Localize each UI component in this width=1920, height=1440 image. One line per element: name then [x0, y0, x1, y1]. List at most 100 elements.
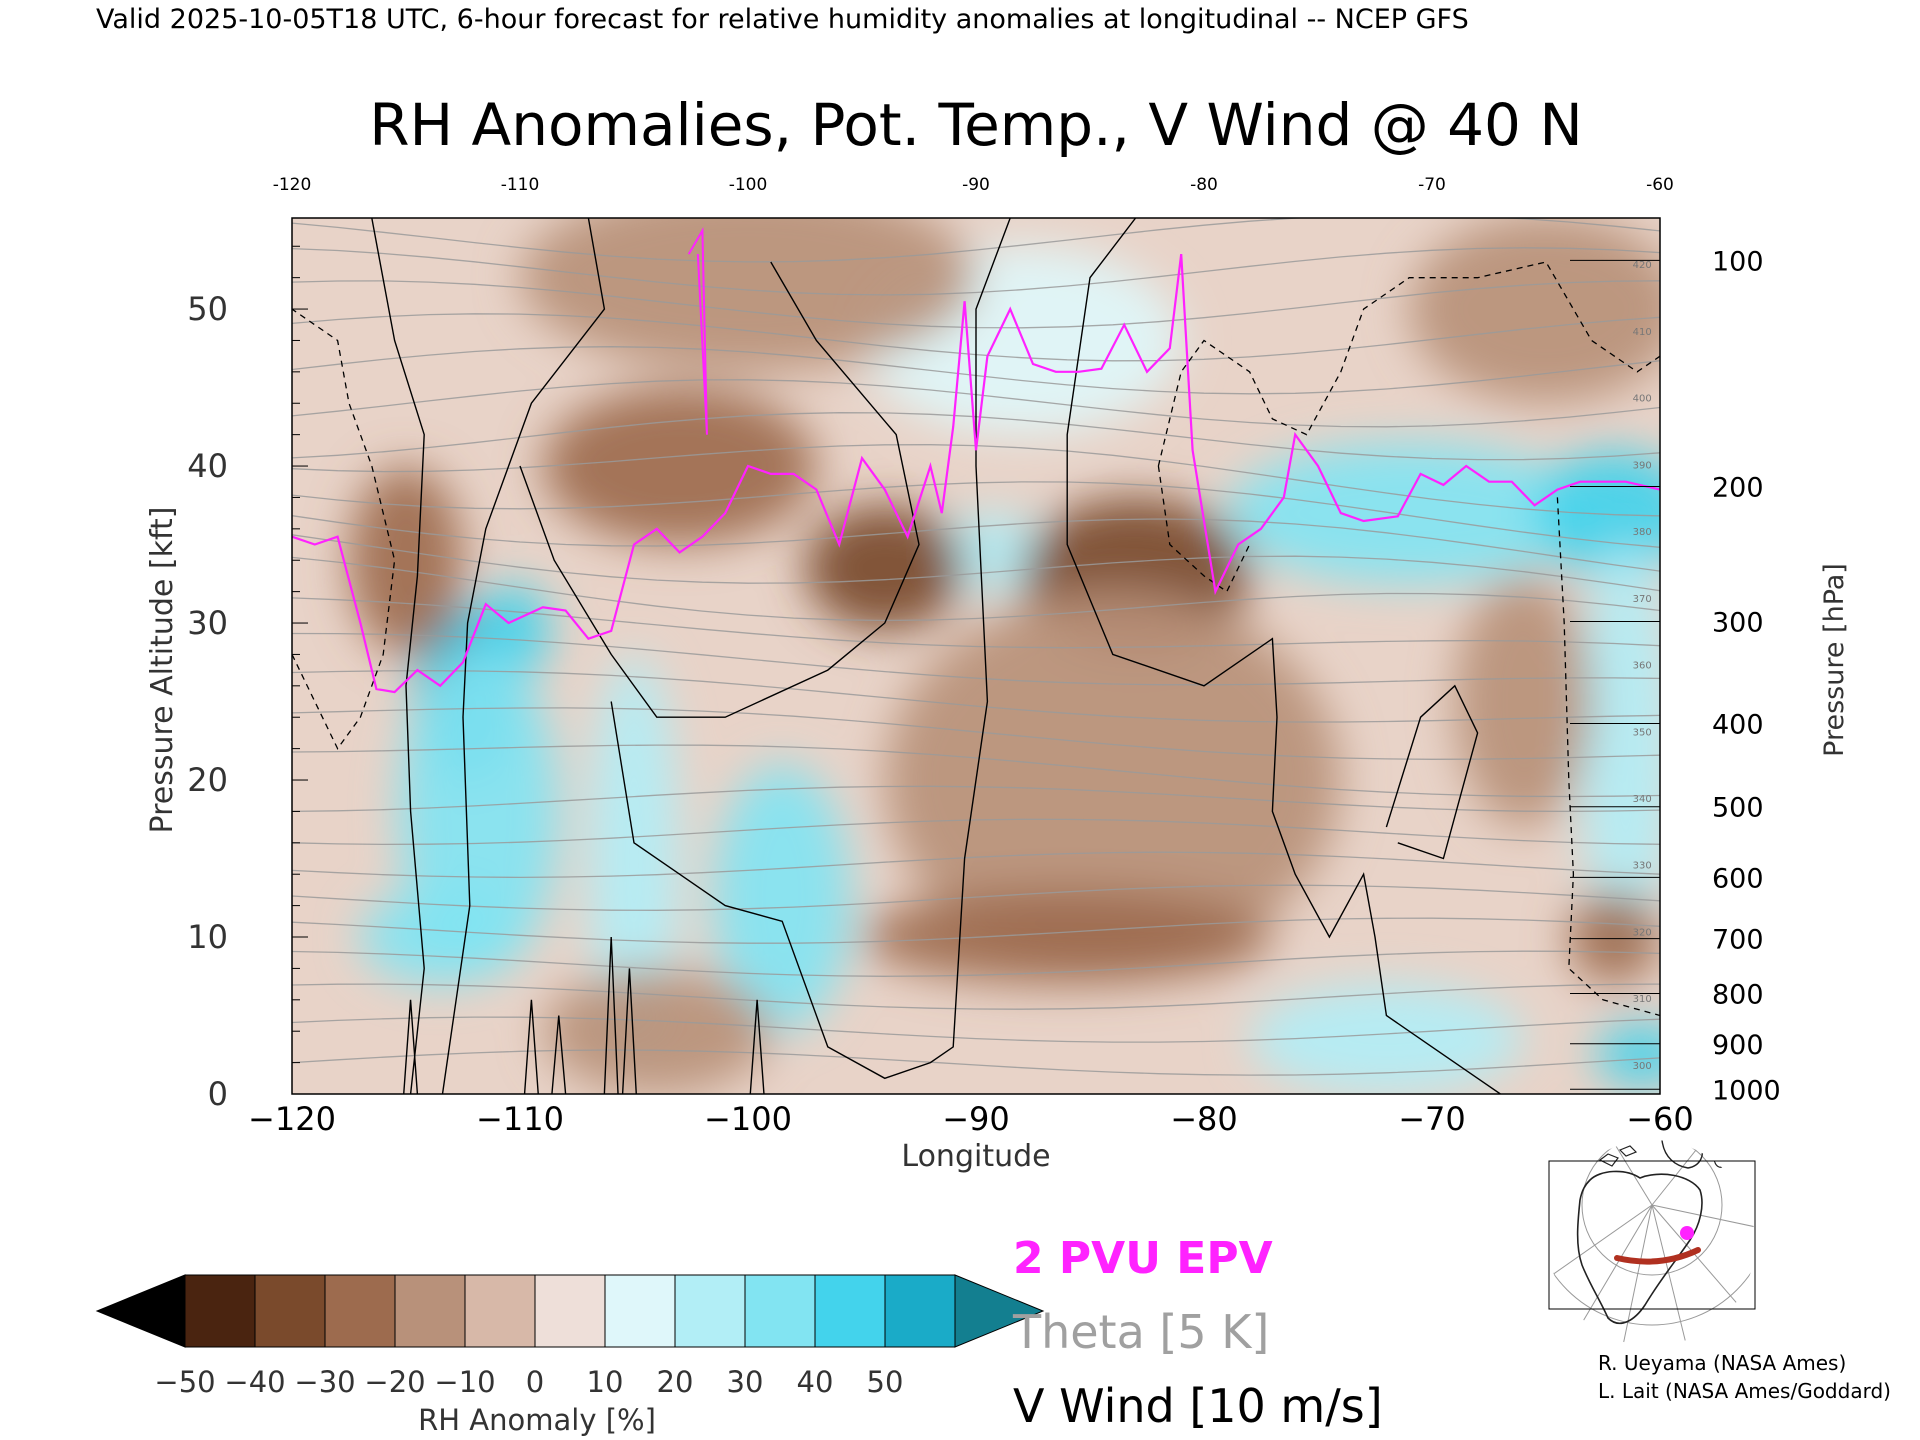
colorbar: −50 −40 −30 −20 −10 0 10 20 30 40 50 RH Anomaly [%…: [95, 1274, 1045, 1437]
rh-blob: [805, 505, 965, 631]
v-wind-contours: [292, 218, 1660, 1094]
theta-line: [292, 670, 1660, 723]
v-wind-spike: [621, 968, 637, 1094]
theta-line: [292, 983, 1660, 1010]
x-tick-labels: −120 −110 −100 −90 −80 −70 −60: [248, 1100, 1694, 1138]
legend: 2 PVU EPV Theta [5 K] V Wind [10 m/s]: [1012, 1233, 1383, 1433]
x-tick-label: −110: [476, 1100, 564, 1138]
theta-line: [292, 632, 1660, 686]
y-tick-label: 0: [208, 1075, 228, 1113]
colorbar-min-arrow: [95, 1274, 186, 1348]
colorbar-tick-label: −40: [224, 1365, 285, 1399]
theta-line: [292, 534, 1660, 592]
colorbar-label: RH Anomaly [%]: [418, 1403, 656, 1437]
legend-theta: Theta [5 K]: [1012, 1305, 1269, 1359]
colorbar-max-arrow: [954, 1274, 1045, 1348]
y-tick-label: 50: [187, 290, 228, 328]
v-wind-spike: [403, 999, 419, 1094]
rh-blob: [884, 591, 1341, 969]
theta-label: 400: [1633, 394, 1652, 405]
x-axis-label: Longitude: [901, 1139, 1050, 1174]
top-tick-label: -60: [1646, 175, 1674, 195]
colorbar-bin: [324, 1274, 396, 1348]
legend-epv: 2 PVU EPV: [1013, 1233, 1273, 1284]
rh-blob: [1596, 1023, 1660, 1087]
y-tick-labels: 0 10 20 30 40 50: [187, 290, 228, 1113]
epv-spike: [687, 226, 708, 435]
theta-label: 420: [1633, 260, 1652, 271]
v-wind-line: [371, 218, 425, 1094]
theta-line: [292, 481, 1660, 548]
top-tick-label: -110: [501, 175, 540, 195]
pressure-tick-label: 500: [1712, 793, 1764, 824]
theta-label: 380: [1633, 527, 1652, 538]
colorbar-tick-label: 10: [587, 1365, 624, 1399]
colorbar-tick-label: −20: [364, 1365, 425, 1399]
rh-blob: [542, 387, 817, 545]
colorbar-bin: [394, 1274, 466, 1348]
rh-blob: [360, 889, 520, 985]
epv-2pvu-line: [292, 226, 1660, 694]
v-wind-spike: [523, 999, 539, 1094]
left-axis-ticks: [292, 245, 308, 1095]
colorbar-bin: [674, 1274, 746, 1348]
v-wind-line: [441, 218, 606, 1094]
rh-blob: [1409, 218, 1660, 404]
theta-line: [292, 597, 1660, 649]
colorbar-tick-label: −10: [434, 1365, 495, 1399]
rh-blob: [1249, 984, 1524, 1094]
theta-label: 320: [1633, 927, 1652, 938]
theta-line: [292, 917, 1660, 944]
theta-line: [292, 785, 1660, 813]
credit-1: R. Ueyama (NASA Ames): [1598, 1351, 1846, 1375]
colorbar-tick-label: 20: [657, 1365, 694, 1399]
v-wind-dashed: [1556, 497, 1660, 1017]
colorbar-bin: [744, 1274, 816, 1348]
v-wind-dashed: [1157, 261, 1660, 467]
pressure-tick-label: 100: [1712, 246, 1764, 277]
inset-map: [1548, 1140, 1756, 1346]
theta-label: 390: [1633, 460, 1652, 471]
pressure-tick-label: 600: [1712, 863, 1764, 894]
top-tick-label: -120: [273, 175, 312, 195]
y-tick-label: 30: [187, 604, 228, 642]
pressure-tick-label: 900: [1712, 1030, 1764, 1061]
rh-blob: [1568, 889, 1660, 985]
theta-line: [292, 556, 1660, 622]
theta-label: 310: [1633, 994, 1652, 1005]
rh-blob: [349, 466, 463, 655]
rh-blob: [713, 764, 851, 1032]
colorbar-tick-label: 50: [867, 1365, 904, 1399]
top-tick-label: -80: [1190, 175, 1218, 195]
x-tick-label: −70: [1398, 1100, 1466, 1138]
x-tick-label: −60: [1626, 1100, 1694, 1138]
right-axis-ticks: [1570, 259, 1660, 1090]
theta-label: 360: [1633, 661, 1652, 672]
y-axis-label-right: Pressure [hPa]: [1819, 563, 1850, 757]
x-tick-label: −100: [704, 1100, 792, 1138]
pressure-tick-label: 300: [1712, 607, 1764, 638]
x-tick-label: −80: [1170, 1100, 1238, 1138]
y-tick-label: 10: [187, 918, 228, 956]
inset-location-marker: [1680, 1226, 1694, 1240]
rh-blob: [520, 218, 976, 372]
rh-blob: [1580, 544, 1660, 953]
theta-line: [292, 818, 1660, 846]
v-wind-line: [1066, 218, 1501, 1094]
rh-blob: [542, 968, 771, 1094]
colorbar-bin: [604, 1274, 676, 1348]
plot-frame: [291, 217, 1661, 1095]
theta-line: [292, 1016, 1660, 1043]
theta-label: 350: [1633, 727, 1652, 738]
colorbar-bin: [254, 1274, 326, 1348]
header-text: Valid 2025-10-05T18 UTC, 6-hour forecast…: [96, 4, 1469, 35]
epv-line: [292, 253, 1660, 694]
credit-2: L. Lait (NASA Ames/Goddard): [1598, 1379, 1891, 1403]
top-tick-labels: -120 -110 -100 -90 -80 -70 -60: [273, 175, 1674, 195]
pressure-tick-label: 400: [1712, 710, 1764, 741]
pressure-tick-label: 700: [1712, 925, 1764, 956]
v-wind-dashed: [292, 308, 396, 750]
x-tick-label: −90: [942, 1100, 1010, 1138]
v-wind-spike: [603, 936, 619, 1094]
theta-line: [292, 1049, 1660, 1076]
